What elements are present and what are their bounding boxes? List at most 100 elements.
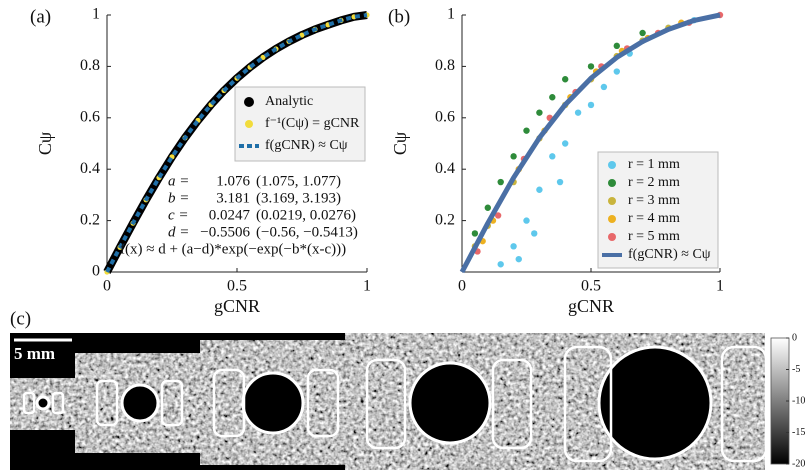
legend-label: r = 4 mm — [628, 211, 680, 226]
x-axis-label: gCNR — [568, 296, 614, 316]
roi — [563, 345, 613, 463]
fit-formula: f(x) ≈ d + (a−d)*exp(−exp(−b*(x-c))) — [120, 241, 346, 257]
inclusion — [408, 361, 492, 445]
x-tick-label: 0.5 — [227, 278, 247, 295]
fit-parameter: (3.169, 3.193) — [256, 190, 341, 206]
series-line — [105, 13, 368, 273]
y-tick-label: 0.4 — [80, 160, 100, 177]
y-tick-label: 1 — [92, 6, 100, 23]
panel-label: (a) — [30, 6, 51, 27]
roi — [160, 379, 184, 427]
fit-parameter: a = — [168, 173, 189, 189]
data-point — [260, 54, 266, 61]
x-tick-label: 1 — [363, 278, 371, 295]
roi — [212, 368, 246, 438]
roi — [306, 368, 340, 438]
colorbar-tick-label: -10 — [792, 395, 805, 406]
legend-key — [608, 197, 616, 205]
roi — [720, 345, 768, 463]
legend-label: f(gCNR) ≈ Cψ — [265, 138, 348, 153]
data-point — [562, 76, 569, 83]
data-point — [562, 140, 569, 147]
roi-outlines — [22, 345, 768, 463]
fit-parameter: c = — [168, 207, 189, 223]
y-tick-label: 1 — [447, 6, 455, 23]
legend-key — [608, 161, 616, 169]
fit-parameter: d = — [168, 224, 189, 240]
y-tick-label: 0 — [92, 263, 100, 280]
data-point — [494, 212, 502, 219]
data-point — [471, 230, 479, 237]
fit-parameter: 0.0247 — [209, 207, 251, 223]
data-point — [587, 101, 595, 109]
data-point — [574, 109, 582, 116]
y-tick-label: 0.8 — [80, 57, 100, 74]
fit-parameter: −0.5506 — [200, 224, 250, 240]
legend-key — [608, 215, 616, 223]
panel-label: (c) — [10, 308, 31, 329]
x-tick-label: 0 — [458, 278, 466, 295]
legend-label: Analytic — [265, 94, 313, 109]
y-tick-label: 0.2 — [80, 211, 100, 228]
legend-box — [234, 86, 366, 162]
legend-label: r = 3 mm — [628, 193, 680, 208]
colorbar-tick-label: 0 — [792, 332, 797, 343]
panel-label: (b) — [388, 6, 410, 27]
fit-parameter: b = — [168, 190, 189, 206]
x-tick-label: 0.5 — [581, 278, 601, 295]
data-point — [613, 42, 620, 50]
data-point — [613, 68, 620, 75]
legend-box — [597, 151, 719, 269]
x-tick-label: 0 — [103, 278, 111, 295]
inclusion — [597, 345, 713, 461]
y-axis-label: Cψ — [390, 131, 410, 155]
y-tick-label: 0.8 — [435, 57, 455, 74]
y-axis-label: Cψ — [35, 131, 55, 155]
data-point — [510, 153, 517, 160]
y-tick-label: 0.4 — [435, 160, 455, 177]
x-tick-label: 1 — [716, 278, 724, 295]
fit-parameter: (1.075, 1.077) — [256, 173, 341, 189]
data-point — [299, 32, 305, 38]
data-point — [484, 204, 491, 211]
data-point — [510, 243, 517, 250]
legend-label: f⁻¹(Cψ) = gCNR — [265, 116, 360, 131]
roi — [365, 358, 407, 450]
inclusion — [120, 383, 160, 423]
data-point — [587, 63, 595, 70]
data-point — [549, 153, 556, 160]
data-point — [536, 186, 543, 193]
legend-label: f(gCNR) ≈ Cψ — [628, 247, 711, 262]
y-tick-label: 0.2 — [435, 211, 455, 228]
legend-label: r = 2 mm — [628, 175, 680, 190]
x-axis-label: gCNR — [214, 296, 260, 316]
y-tick-label: 0.6 — [435, 108, 455, 125]
data-point — [515, 255, 522, 263]
legend-label: r = 1 mm — [628, 157, 680, 172]
data-point — [523, 127, 530, 134]
legend-label: r = 5 mm — [628, 229, 680, 244]
data-point — [531, 230, 538, 237]
series-line — [459, 12, 721, 274]
inclusions — [35, 345, 713, 461]
data-point — [600, 83, 608, 91]
roi — [95, 379, 119, 427]
data-point — [523, 217, 530, 224]
ultrasound-image: 5 mm (c) — [10, 308, 790, 470]
data-point — [556, 178, 564, 186]
data-point — [536, 109, 543, 116]
colorbar-tick-label: -5 — [792, 364, 800, 375]
fit-parameter: (0.0219, 0.0276) — [256, 207, 356, 223]
fit-parameter: 1.076 — [216, 173, 250, 189]
colorbar-tick-label: -20 — [792, 458, 805, 469]
data-point — [497, 261, 504, 268]
scale-bar-label: 5 mm — [14, 344, 55, 363]
data-point — [639, 29, 646, 37]
inclusion — [241, 371, 305, 435]
legend-key — [608, 179, 616, 187]
legend-key — [244, 97, 254, 107]
y-tick-label: 0.6 — [80, 108, 100, 125]
fit-parameter: 3.181 — [216, 190, 250, 206]
fit-parameter: (−0.56, −0.5413) — [256, 224, 358, 240]
